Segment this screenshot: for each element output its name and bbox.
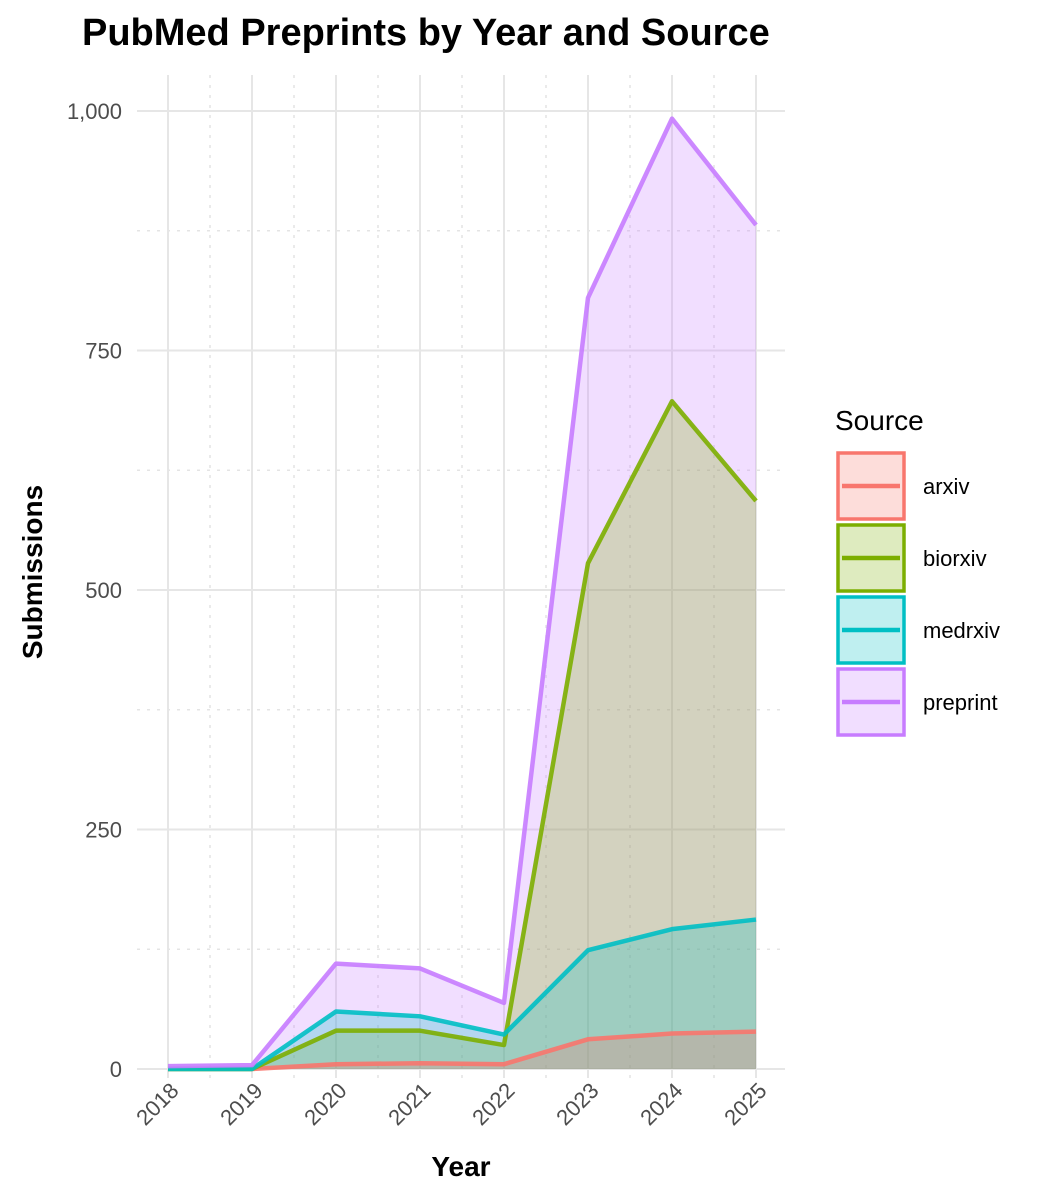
- y-axis-ticks: 0 250 500 750 1,000: [67, 99, 122, 1082]
- legend-label: medrxiv: [923, 618, 1000, 643]
- legend-item-biorxiv: biorxiv: [836, 523, 987, 593]
- area-medrxiv: [168, 919, 756, 1069]
- x-axis-title: Year: [431, 1151, 490, 1182]
- y-tick-label: 500: [85, 578, 122, 603]
- y-axis-title: Submissions: [17, 485, 48, 659]
- line-biorxiv: [168, 399, 758, 1072]
- line-preprint: [167, 116, 758, 1069]
- area-biorxiv: [168, 401, 756, 1069]
- chart-title: PubMed Preprints by Year and Source: [82, 12, 770, 54]
- area-arxiv: [168, 1031, 756, 1069]
- legend-label: biorxiv: [923, 546, 987, 571]
- legend: Source arxiv biorxiv medrxiv preprint: [835, 405, 1000, 737]
- y-tick-label: 750: [85, 339, 122, 364]
- grid: [137, 75, 785, 1078]
- y-tick-label: 0: [110, 1057, 122, 1082]
- x-tick-label: 2018: [131, 1078, 183, 1130]
- y-tick-label: 250: [85, 818, 122, 843]
- legend-item-arxiv: arxiv: [836, 451, 969, 521]
- x-tick-label: 2024: [635, 1078, 687, 1130]
- legend-item-medrxiv: medrxiv: [836, 595, 1000, 665]
- line-arxiv: [168, 1029, 757, 1072]
- area-preprint: [168, 118, 756, 1069]
- x-tick-label: 2023: [551, 1078, 603, 1130]
- x-tick-label: 2019: [215, 1078, 267, 1130]
- series-lines: [167, 116, 758, 1072]
- line-medrxiv: [168, 917, 757, 1072]
- legend-title: Source: [835, 405, 924, 436]
- x-tick-label: 2022: [467, 1078, 519, 1130]
- x-tick-label: 2025: [719, 1078, 771, 1130]
- series-areas: [168, 118, 756, 1069]
- legend-item-preprint: preprint: [836, 667, 998, 737]
- y-tick-label: 1,000: [67, 99, 122, 124]
- x-tick-label: 2020: [299, 1078, 351, 1130]
- x-axis-ticks: 2018 2019 2020 2021 2022 2023 2024 2025: [131, 1078, 771, 1130]
- x-tick-label: 2021: [383, 1078, 435, 1130]
- legend-label: preprint: [923, 690, 998, 715]
- legend-label: arxiv: [923, 474, 969, 499]
